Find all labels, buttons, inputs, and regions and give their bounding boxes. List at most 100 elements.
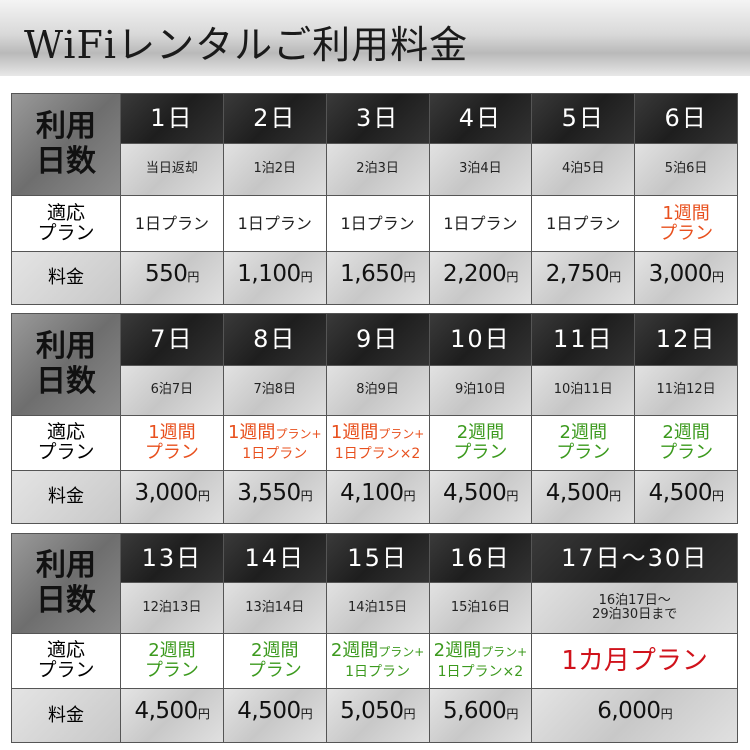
plan-line: プラン (248, 661, 302, 681)
price-cell: 5,050 円 (326, 689, 429, 742)
yen-unit: 円 (506, 707, 518, 721)
yen-unit: 円 (609, 270, 621, 284)
label-days: 利用 日数 (12, 314, 120, 415)
nights-cell: 14泊15日 (326, 583, 429, 633)
plan-text: 1週間 (662, 202, 710, 224)
plan-line: 2週間プラン+ (434, 641, 528, 661)
label-plan: 適応 プラン (12, 416, 120, 470)
day-header: 8日 (223, 314, 326, 365)
price-cell: 4,500 円 (223, 689, 326, 742)
nights-cell: 15泊16日 (429, 583, 532, 633)
label-days-line2: 日数 (36, 143, 96, 179)
nights-cell: 9泊10日 (429, 366, 532, 415)
day-header: 5日 (532, 94, 635, 143)
yen-unit: 円 (300, 489, 313, 503)
day-header: 10日 (429, 314, 532, 365)
nights-cell: 10泊11日 (532, 366, 635, 415)
nights-text: 5泊6日 (664, 161, 708, 177)
plan-cell: 2週間プラン+ 1日プラン×2 (429, 634, 532, 688)
price-cell: 3,000 円 (635, 252, 737, 304)
yen-unit: 円 (403, 270, 416, 284)
label-plan-line2: プラン (37, 441, 95, 463)
nights-text: 1泊2日 (253, 161, 297, 177)
price-value: 1,100 (237, 261, 301, 287)
nights-text: 16泊17日～ (598, 592, 671, 608)
page-title: WiFiレンタルご利用料金 (24, 23, 469, 67)
nights-cell: 12泊13日 (121, 583, 223, 633)
nights-text: 9泊10日 (455, 382, 506, 398)
price-value: 4,500 (442, 480, 507, 506)
plan-line: プラン (556, 443, 610, 463)
nights-text: 当日返却 (145, 161, 198, 177)
plan-cell: 2週間 プラン (429, 416, 532, 470)
plan-text: 1日プラン (443, 213, 518, 233)
price-value: 2,200 (442, 261, 507, 287)
yen-unit: 円 (609, 489, 621, 503)
plan-text: 1日プラン (546, 213, 621, 233)
nights-cell: 2泊3日 (326, 144, 429, 195)
day-header: 17日～30日 (532, 534, 737, 582)
price-value: 5,050 (340, 698, 404, 724)
plan-text: プラン+ (378, 427, 425, 442)
yen-unit: 円 (712, 270, 724, 284)
plan-line: プラン (659, 223, 713, 244)
plan-text: 1日プラン (345, 664, 411, 680)
plan-line: 1日プラン (345, 661, 410, 681)
label-days: 利用 日数 (12, 94, 120, 195)
plan-text: 1日プラン (340, 213, 415, 233)
price-cell: 5,600 円 (429, 689, 532, 742)
plan-line: 1週間プラン+ (331, 423, 425, 443)
nights-cell: 13泊14日 (223, 583, 326, 633)
plan-text: 2週間 (330, 640, 379, 662)
plan-line: 1カ月プラン (561, 645, 708, 676)
nights-cell: 6泊7日 (121, 366, 223, 415)
plan-text: プラン (144, 660, 199, 681)
plan-text: プラン+ (275, 427, 322, 442)
plan-text: 2週間 (433, 640, 482, 662)
price-cell: 2,750 円 (532, 252, 635, 304)
plan-line: 2週間 (662, 423, 709, 443)
price-value: 2,750 (545, 261, 610, 287)
price-cell: 1,650 円 (326, 252, 429, 304)
nights-text: 12泊13日 (142, 599, 202, 615)
plan-line: 1日プラン×2 (438, 661, 524, 681)
nights-cell: 7泊8日 (223, 366, 326, 415)
plan-line: プラン (659, 443, 713, 463)
plan-cell: 1カ月プラン (532, 634, 737, 688)
label-plan: 適応 プラン (12, 196, 120, 251)
nights-cell: 1泊2日 (223, 144, 326, 195)
plan-text: 1週間 (330, 422, 379, 444)
nights-cell: 当日返却 (121, 144, 223, 195)
pricing-table: 利用 日数 7日 6泊7日 8日 7泊8日 9日 8泊9日 10日 9泊10日 11日 10泊11日 1… (11, 313, 738, 524)
price-cell: 4,500 円 (635, 471, 737, 523)
plan-text: 2週間 (662, 422, 710, 444)
day-header: 13日 (121, 534, 223, 582)
plan-cell: 1週間 プラン (121, 416, 223, 470)
price-cell: 3,000 円 (121, 471, 223, 523)
price-value: 4,500 (134, 698, 198, 724)
day-header: 7日 (121, 314, 223, 365)
plan-text: 1週間 (227, 422, 276, 444)
plan-text: プラン+ (481, 645, 528, 660)
plan-text: 1日プラン×2 (334, 446, 421, 462)
label-plan-line1: 適応 (46, 421, 85, 444)
price-value: 3,550 (237, 480, 301, 506)
plan-text: 1カ月プラン (561, 645, 708, 676)
plan-cell: 1日プラン (121, 196, 223, 251)
plan-cell: 1日プラン (223, 196, 326, 251)
yen-unit: 円 (403, 707, 416, 721)
price-cell: 6,000 円 (532, 689, 737, 742)
plan-line: プラン (145, 443, 199, 463)
price-value: 4,500 (545, 480, 610, 506)
plan-line: 2週間 (457, 423, 504, 443)
nights-cell: 3泊4日 (429, 144, 532, 195)
yen-unit: 円 (197, 707, 210, 721)
label-plan-line2: プラン (37, 221, 95, 244)
plan-text: プラン (247, 660, 302, 681)
nights-cell: 11泊12日 (635, 366, 737, 415)
plan-line: プラン (145, 661, 199, 681)
label-days-line1: 利用 (36, 329, 96, 364)
label-days-line1: 利用 (36, 109, 96, 144)
label-days: 利用 日数 (12, 534, 120, 633)
price-value: 3,000 (134, 480, 198, 506)
